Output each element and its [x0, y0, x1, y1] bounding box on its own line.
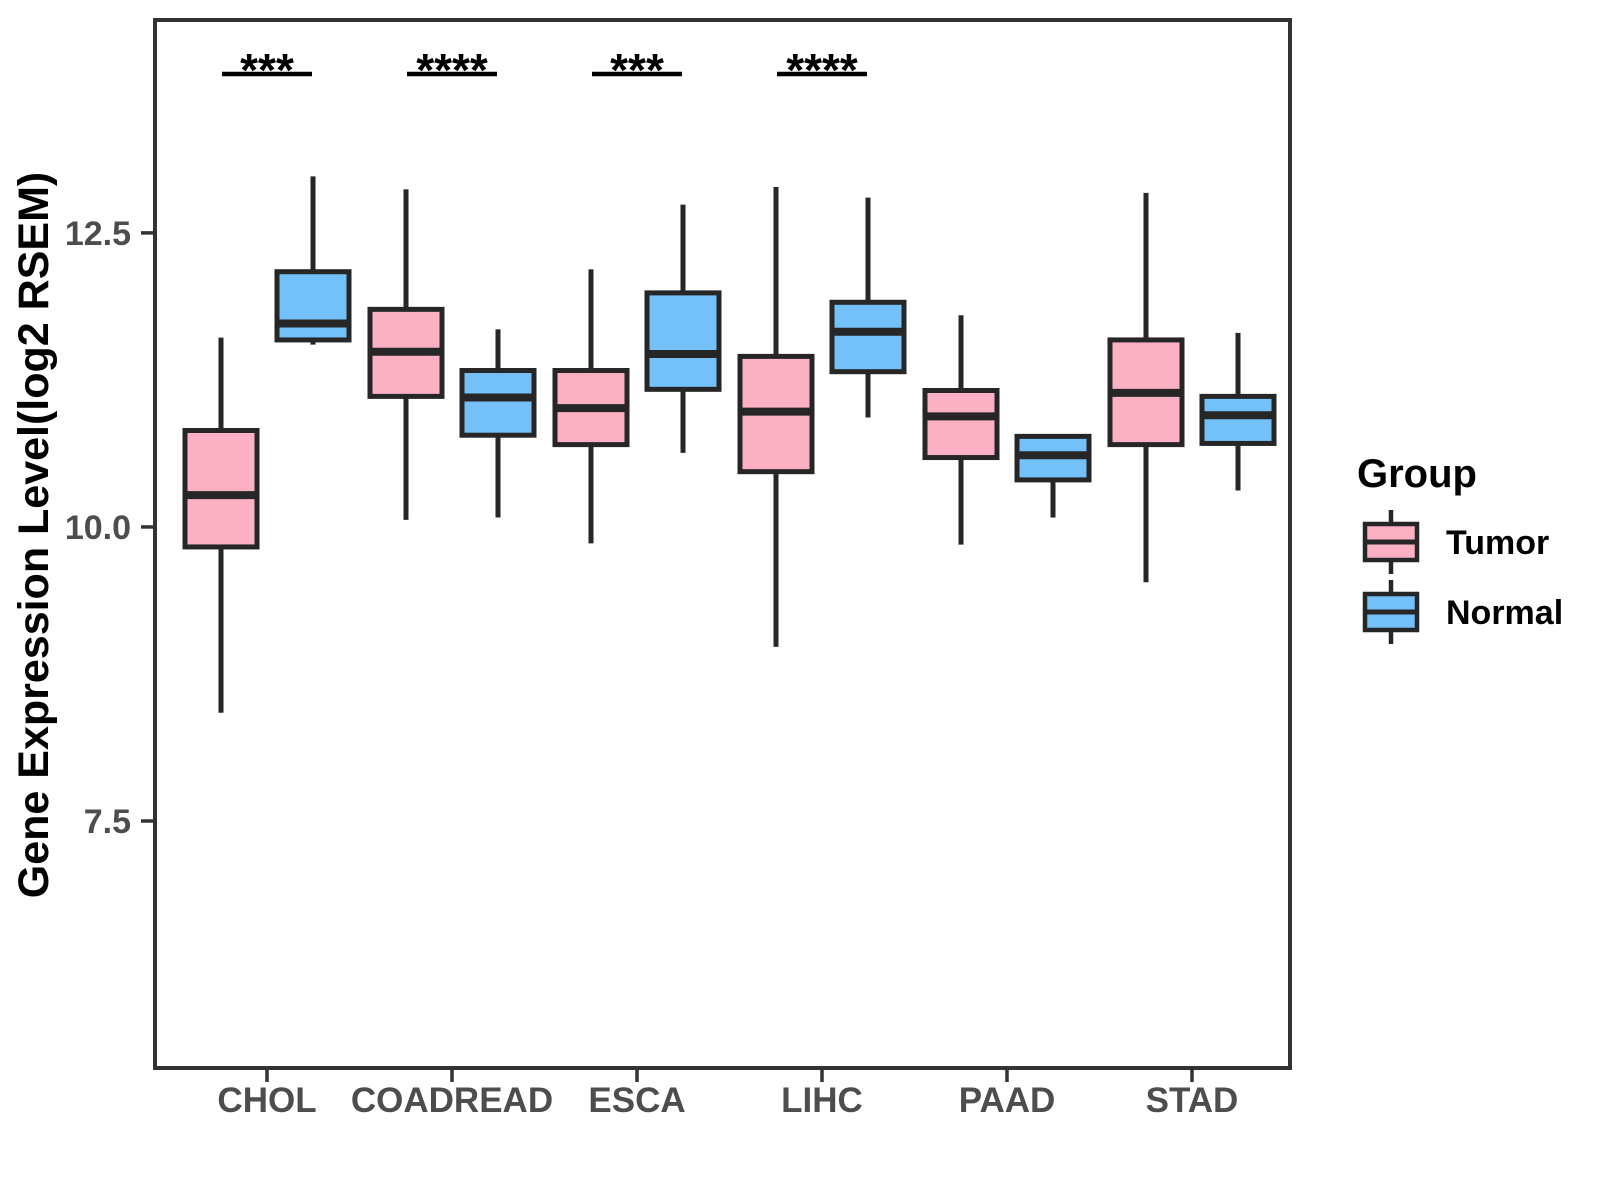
box-normal-STAD	[1199, 332, 1277, 491]
significance-stars: ***	[240, 44, 294, 96]
x-tick-label: PAAD	[959, 1081, 1056, 1120]
iqr-box	[644, 290, 722, 392]
y-tick-label: 7.5	[84, 803, 131, 841]
iqr-box	[274, 269, 352, 343]
x-tick-label: ESCA	[588, 1081, 685, 1120]
box-normal-CHOL	[274, 176, 352, 345]
x-tick-label: COADREAD	[351, 1081, 553, 1120]
significance-lihc: ****	[777, 44, 867, 96]
iqr-box	[922, 388, 1000, 461]
plot-panel	[153, 18, 1292, 1070]
y-axis-title: Gene Expression Level(log2 RSEM)	[10, 172, 58, 898]
iqr-box	[459, 368, 537, 438]
legend-key-normal	[1362, 580, 1420, 644]
significance-stars: ****	[416, 44, 488, 96]
box-normal-PAAD	[1014, 433, 1092, 518]
box-tumor-STAD	[1107, 192, 1185, 583]
box-tumor-LIHC	[737, 187, 815, 647]
box-normal-LIHC	[829, 197, 907, 418]
box-tumor-ESCA	[552, 269, 630, 544]
box-normal-ESCA	[644, 204, 722, 453]
x-tick-label: STAD	[1146, 1081, 1239, 1120]
legend-key-tumor	[1362, 510, 1420, 574]
legend-label-normal: Normal	[1446, 594, 1563, 632]
box-tumor-PAAD	[922, 315, 1000, 545]
iqr-box	[182, 427, 260, 550]
box-normal-COADREAD	[459, 329, 537, 518]
x-tick-label: LIHC	[781, 1081, 863, 1120]
y-tick-label: 12.5	[65, 215, 131, 253]
y-tick-label: 10.0	[65, 509, 131, 547]
significance-coadread: ****	[407, 44, 497, 96]
box-tumor-COADREAD	[367, 189, 445, 520]
significance-stars: ****	[786, 44, 858, 96]
significance-chol: ***	[222, 44, 312, 96]
x-tick-label: CHOL	[217, 1081, 316, 1120]
significance-stars: ***	[610, 44, 664, 96]
iqr-box	[829, 299, 907, 375]
box-tumor-CHOL	[182, 337, 260, 713]
iqr-box	[1199, 393, 1277, 446]
significance-esca: ***	[592, 44, 682, 96]
legend-title: Group	[1357, 452, 1477, 496]
plot-layer: 7.5 10.0 12.5 CHOL COADREAD ESCA LIHC PAAD STAD *…	[65, 18, 1563, 1120]
legend-label-tumor: Tumor	[1446, 524, 1549, 562]
